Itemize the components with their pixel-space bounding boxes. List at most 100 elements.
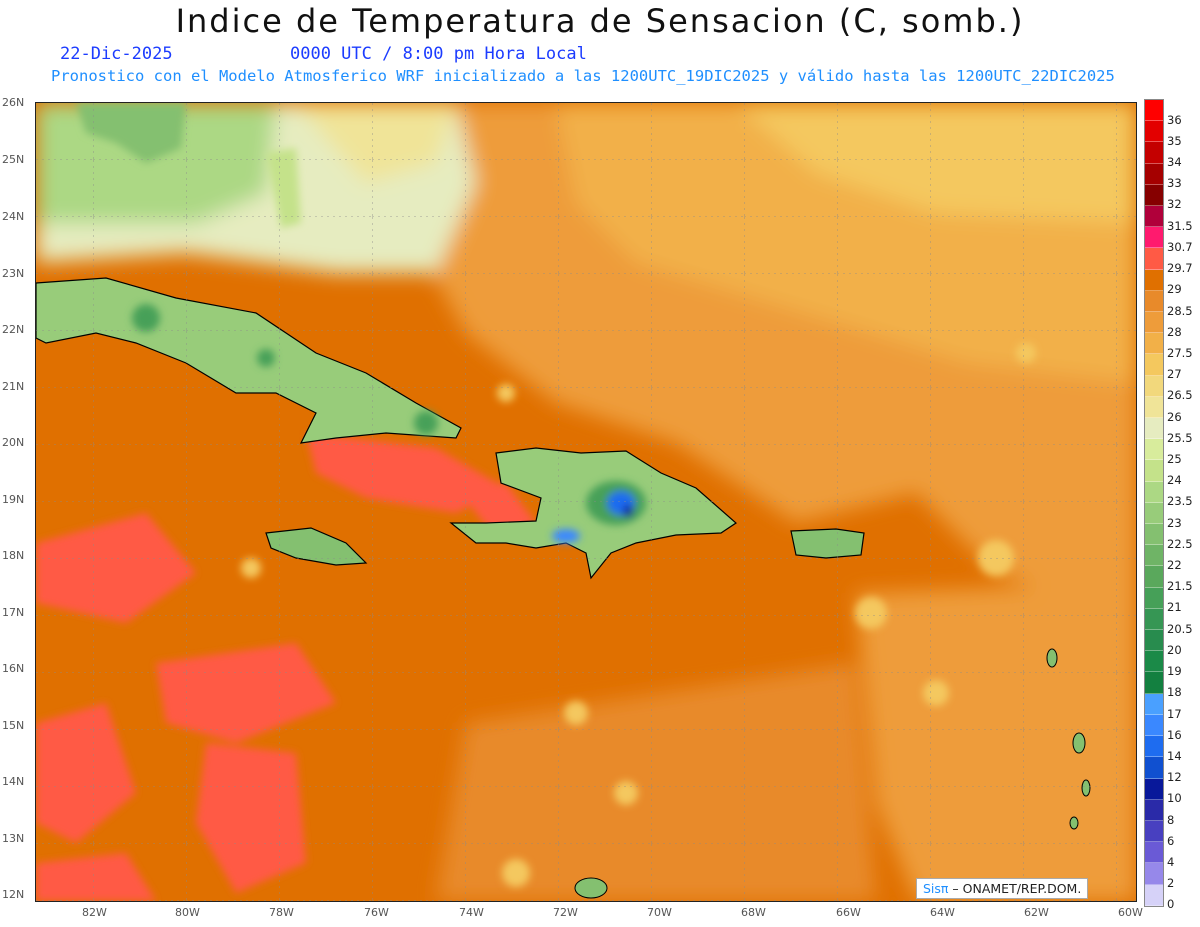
colorbar-swatch (1145, 736, 1163, 758)
colorbar-label: 10 (1167, 791, 1182, 806)
colorbar-swatch (1145, 481, 1163, 503)
colorbar-label: 16 (1167, 727, 1182, 742)
lon-label: 66W (836, 906, 861, 919)
colorbar-swatch (1145, 608, 1163, 631)
lon-label: 74W (459, 906, 484, 919)
colorbar-label: 36 (1167, 112, 1182, 127)
colorbar-label: 29 (1167, 282, 1182, 297)
colorbar-swatch (1145, 269, 1163, 291)
colorbar-swatch (1145, 842, 1163, 864)
colorbar-label: 17 (1167, 706, 1182, 721)
colorbar-label: 34 (1167, 155, 1182, 170)
colorbar-label: 21 (1167, 600, 1182, 615)
colorbar-label: 25 (1167, 451, 1182, 466)
colorbar-label: 19 (1167, 664, 1182, 679)
colorbar-swatch (1145, 757, 1163, 779)
colorbar-label: 0 (1167, 897, 1175, 912)
colorbar-swatch (1145, 693, 1163, 715)
colorbar-label: 32 (1167, 197, 1182, 212)
colorbar-swatch (1145, 312, 1163, 334)
lat-label: 15N (2, 719, 25, 732)
colorbar-label: 14 (1167, 748, 1182, 763)
colorbar-label: 25.5 (1167, 430, 1193, 445)
lat-label: 16N (2, 662, 25, 675)
lon-label: 80W (175, 906, 200, 919)
colorbar-label: 27.5 (1167, 345, 1193, 360)
colorbar-swatch (1145, 799, 1163, 821)
colorbar-label: 8 (1167, 812, 1175, 827)
colorbar-label: 4 (1167, 854, 1175, 869)
colorbar-label: 30.7 (1167, 239, 1193, 254)
colorbar-label: 6 (1167, 833, 1175, 848)
lon-label: 70W (647, 906, 672, 919)
colorbar (1144, 99, 1164, 907)
colorbar-label: 29.7 (1167, 261, 1193, 276)
colorbar-label: 28.5 (1167, 303, 1193, 318)
forecast-time: 0000 UTC / 8:00 pm Hora Local (290, 44, 587, 64)
colorbar-label: 20 (1167, 642, 1182, 657)
colorbar-swatch (1145, 439, 1163, 461)
lon-label: 78W (269, 906, 294, 919)
colorbar-label: 23.5 (1167, 494, 1193, 509)
colorbar-swatch (1145, 502, 1163, 525)
forecast-date: 22-Dic-2025 (60, 44, 173, 64)
colorbar-swatch (1145, 121, 1163, 143)
colorbar-swatch (1145, 630, 1163, 652)
lon-label: 72W (553, 906, 578, 919)
lon-label: 82W (82, 906, 107, 919)
colorbar-swatch (1145, 566, 1163, 588)
colorbar-swatch (1145, 545, 1163, 567)
colorbar-swatch (1145, 248, 1163, 270)
lat-label: 26N (2, 96, 25, 109)
colorbar-swatch (1145, 672, 1163, 694)
colorbar-label: 22 (1167, 558, 1182, 573)
colorbar-label: 28 (1167, 324, 1182, 339)
map-title: Indice de Temperatura de Sensacion (C, s… (175, 2, 1025, 40)
lat-label: 13N (2, 832, 25, 845)
colorbar-swatch (1145, 142, 1163, 164)
colorbar-swatch (1145, 778, 1163, 800)
colorbar-label: 26 (1167, 409, 1182, 424)
colorbar-swatch (1145, 714, 1163, 737)
colorbar-swatch (1145, 418, 1163, 440)
lat-label: 12N (2, 888, 25, 901)
colorbar-label: 12 (1167, 770, 1182, 785)
lat-label: 24N (2, 210, 25, 223)
lat-label: 25N (2, 153, 25, 166)
colorbar-label: 26.5 (1167, 388, 1193, 403)
lat-label: 23N (2, 267, 25, 280)
colorbar-label: 18 (1167, 685, 1182, 700)
colorbar-swatch (1145, 460, 1163, 482)
colorbar-label: 31.5 (1167, 218, 1193, 233)
colorbar-swatch (1145, 354, 1163, 376)
colorbar-swatch (1145, 100, 1163, 122)
colorbar-label: 27 (1167, 367, 1182, 382)
colorbar-label: 33 (1167, 176, 1182, 191)
lat-label: 17N (2, 606, 25, 619)
credit-box: Sisπ – ONAMET/REP.DOM. (916, 878, 1089, 899)
lat-label: 20N (2, 436, 25, 449)
colorbar-swatch (1145, 333, 1163, 355)
colorbar-swatch (1145, 863, 1163, 885)
colorbar-swatch (1145, 227, 1163, 249)
colorbar-label: 2 (1167, 876, 1175, 891)
lon-label: 60W (1118, 906, 1143, 919)
lat-label: 22N (2, 323, 25, 336)
lat-label: 21N (2, 380, 25, 393)
colorbar-swatch (1145, 290, 1163, 313)
credit-text: – ONAMET/REP.DOM. (948, 881, 1082, 896)
colorbar-label: 22.5 (1167, 536, 1193, 551)
colorbar-label: 23 (1167, 515, 1182, 530)
lat-label: 19N (2, 493, 25, 506)
colorbar-swatch (1145, 524, 1163, 546)
colorbar-swatch (1145, 163, 1163, 185)
lon-label: 62W (1024, 906, 1049, 919)
colorbar-swatch (1145, 587, 1163, 609)
colorbar-swatch (1145, 651, 1163, 673)
lon-label: 68W (741, 906, 766, 919)
colorbar-swatch (1145, 206, 1163, 228)
lat-label: 18N (2, 549, 25, 562)
model-subtitle: Pronostico con el Modelo Atmosferico WRF… (51, 67, 1115, 85)
colorbar-swatch (1145, 396, 1163, 419)
lon-label: 76W (364, 906, 389, 919)
